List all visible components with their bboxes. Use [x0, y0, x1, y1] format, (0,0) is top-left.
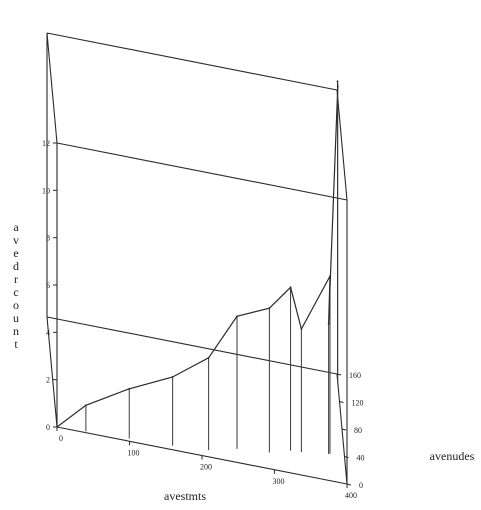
- z-tick-label-5: 10: [42, 186, 50, 195]
- data-point-7: [289, 286, 292, 289]
- z-tick-label-2: 4: [46, 328, 50, 337]
- z-tick-label-0: 0: [46, 423, 50, 432]
- y-tick-label-0: 0: [359, 481, 363, 490]
- data-point-2: [128, 387, 131, 390]
- data-point-9: [329, 275, 331, 278]
- y-tick-label-1: 40: [357, 454, 365, 463]
- data-point-10: [327, 322, 330, 325]
- z-tick-label-1: 2: [46, 376, 50, 385]
- data-point-1: [84, 404, 87, 407]
- data-point-8: [300, 328, 303, 330]
- data-point-3: [171, 376, 174, 378]
- x-axis-label: avestmts: [164, 489, 206, 503]
- box-edge-10: [46, 316, 338, 375]
- y-tick-label-4: 160: [349, 371, 361, 380]
- data-point-5: [236, 315, 238, 318]
- y-axis-label: avenudes: [430, 449, 475, 463]
- y-tick-mark-2: [341, 428, 347, 431]
- x-tick-label-2: 200: [200, 463, 212, 472]
- x-tick-label-1: 100: [128, 448, 140, 457]
- data-point-11: [336, 85, 339, 88]
- plot-box-edges: [46, 32, 348, 485]
- x-tick-label-4: 400: [345, 491, 357, 500]
- data-series: [56, 80, 339, 428]
- axis-labels: avestmts avenudes avedrcount: [9, 220, 475, 503]
- box-edge-7: [46, 32, 338, 91]
- y-tick-mark-1: [344, 456, 349, 458]
- y-tick-mark-0: [346, 483, 352, 486]
- z-tick-label-6: 12: [42, 139, 50, 148]
- x-tick-label-0: 0: [59, 434, 63, 443]
- z-axis-label: avedrcount: [9, 220, 23, 350]
- z-tick-label-3: 6: [46, 281, 50, 290]
- box-edge-6: [336, 89, 348, 201]
- drop-lines: [85, 81, 339, 455]
- data-point-4: [207, 356, 210, 359]
- box-edge-8: [46, 32, 58, 144]
- box-edge-5: [56, 142, 348, 201]
- data-point-12: [336, 80, 339, 83]
- y-tick-mark-3: [339, 401, 344, 403]
- box-edge-9: [46, 316, 58, 428]
- y-tick-label-2: 80: [354, 426, 362, 435]
- y-tick-mark-4: [336, 373, 342, 376]
- x-tick-label-3: 300: [273, 477, 285, 486]
- z-tick-label-4: 8: [46, 234, 50, 243]
- series-line: [56, 81, 339, 428]
- data-point-6: [268, 307, 271, 310]
- y-tick-label-3: 120: [352, 399, 364, 408]
